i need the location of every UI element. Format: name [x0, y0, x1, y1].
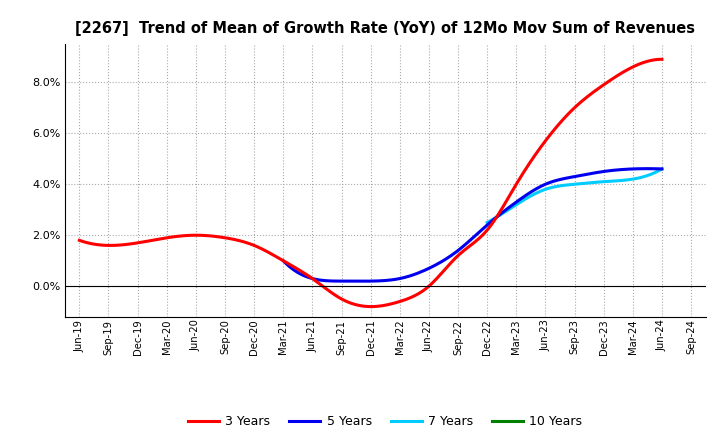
5 Years: [553, 177, 562, 183]
3 Years: [497, 207, 505, 212]
7 Years: [609, 179, 618, 184]
5 Years: [403, 274, 412, 279]
5 Years: [430, 263, 438, 268]
7 Years: [483, 220, 492, 225]
3 Years: [500, 202, 508, 207]
7 Years: [593, 180, 601, 185]
5 Years: [518, 195, 527, 200]
3 Years: [443, 264, 451, 269]
3 Years: [367, 304, 376, 309]
Title: [2267]  Trend of Mean of Growth Rate (YoY) of 12Mo Mov Sum of Revenues: [2267] Trend of Mean of Growth Rate (YoY…: [75, 21, 696, 36]
7 Years: [610, 178, 618, 183]
5 Years: [355, 279, 364, 284]
7 Years: [504, 207, 513, 213]
Line: 7 Years: 7 Years: [487, 169, 662, 223]
5 Years: [325, 278, 333, 283]
3 Years: [657, 57, 666, 62]
7 Years: [657, 166, 666, 172]
3 Years: [145, 238, 154, 243]
5 Years: [279, 258, 287, 264]
3 Years: [265, 250, 274, 255]
7 Years: [540, 187, 549, 192]
Line: 5 Years: 5 Years: [283, 169, 662, 281]
Line: 3 Years: 3 Years: [79, 59, 662, 307]
3 Years: [75, 238, 84, 243]
5 Years: [657, 166, 666, 172]
Legend: 3 Years, 5 Years, 7 Years, 10 Years: 3 Years, 5 Years, 7 Years, 10 Years: [183, 411, 588, 433]
7 Years: [552, 184, 561, 189]
5 Years: [642, 166, 651, 171]
3 Years: [306, 274, 315, 279]
5 Years: [555, 177, 564, 182]
